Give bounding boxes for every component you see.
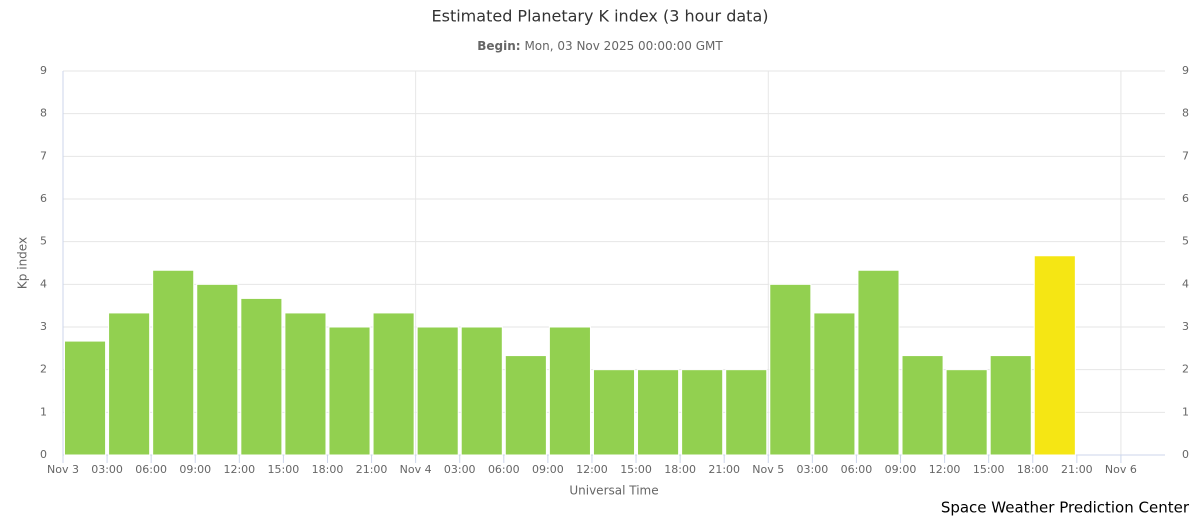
y-tick-label: 7: [40, 149, 47, 162]
bar: [460, 326, 503, 456]
y-axis-label: Kp index: [16, 237, 30, 289]
y-tick-label: 4: [40, 277, 47, 290]
x-tick-label: 12:00: [576, 463, 608, 476]
bar: [681, 369, 724, 456]
x-tick-label: Nov 4: [400, 463, 432, 476]
bar: [196, 283, 239, 456]
bar: [108, 312, 151, 456]
x-tick-label: 06:00: [135, 463, 167, 476]
bar: [64, 340, 107, 456]
x-tick-label: 03:00: [797, 463, 829, 476]
y2-tick-label: 1: [1182, 405, 1189, 418]
x-tick-label: 15:00: [973, 463, 1005, 476]
y2-tick-label: 3: [1182, 320, 1189, 333]
y-tick-label: 1: [40, 405, 47, 418]
y-tick-label: 8: [40, 107, 47, 120]
y2-tick-label: 0: [1182, 448, 1189, 461]
bar: [504, 355, 547, 456]
bar: [945, 369, 988, 456]
y2-tick-label: 6: [1182, 192, 1189, 205]
bar: [725, 369, 768, 456]
x-tick-label: 15:00: [268, 463, 300, 476]
bar: [372, 312, 415, 456]
x-tick-label: 03:00: [91, 463, 123, 476]
x-tick-label: 09:00: [179, 463, 211, 476]
x-tick-label: 18:00: [664, 463, 696, 476]
bar: [152, 269, 195, 456]
bar: [416, 326, 459, 456]
x-tick-label: 06:00: [841, 463, 873, 476]
y2-tick-label: 8: [1182, 107, 1189, 120]
x-tick-label: 15:00: [620, 463, 652, 476]
subtitle-text: Mon, 03 Nov 2025 00:00:00 GMT: [524, 39, 723, 53]
bar: [769, 283, 812, 456]
y2-tick-label: 2: [1182, 363, 1189, 376]
y2-tick-label: 5: [1182, 235, 1189, 248]
y-tick-label: 2: [40, 363, 47, 376]
x-tick-label: Nov 6: [1105, 463, 1137, 476]
y-tick-label: 0: [40, 448, 47, 461]
bar: [548, 326, 591, 456]
x-tick-label: Nov 5: [752, 463, 784, 476]
x-tick-label: 09:00: [532, 463, 564, 476]
x-axis-label: Universal Time: [569, 484, 658, 498]
bar: [240, 297, 283, 456]
x-tick-label: Nov 3: [47, 463, 79, 476]
x-tick-label: 18:00: [312, 463, 344, 476]
bar: [592, 369, 636, 456]
bar: [857, 269, 900, 456]
x-tick-label: 21:00: [708, 463, 740, 476]
bar: [328, 326, 371, 456]
subtitle-label: Begin:: [477, 39, 520, 53]
bar: [989, 355, 1032, 456]
x-tick-label: 21:00: [1061, 463, 1093, 476]
chart-title: Estimated Planetary K index (3 hour data…: [432, 7, 769, 26]
x-tick-label: 03:00: [444, 463, 476, 476]
y2-tick-label: 9: [1182, 64, 1189, 77]
bar: [813, 312, 856, 456]
x-tick-label: 12:00: [929, 463, 961, 476]
x-tick-label: 18:00: [1017, 463, 1049, 476]
y-tick-label: 9: [40, 64, 47, 77]
y-tick-label: 5: [40, 235, 47, 248]
x-tick-label: 21:00: [356, 463, 388, 476]
x-tick-label: 12:00: [223, 463, 255, 476]
y2-tick-label: 7: [1182, 149, 1189, 162]
credit: Space Weather Prediction Center: [941, 499, 1190, 517]
y2-tick-label: 4: [1182, 277, 1189, 290]
bar: [1033, 255, 1076, 456]
x-tick-label: 09:00: [885, 463, 917, 476]
y-tick-label: 6: [40, 192, 47, 205]
bar: [284, 312, 327, 456]
x-tick-label: 06:00: [488, 463, 520, 476]
y-tick-label: 3: [40, 320, 47, 333]
bar: [637, 369, 680, 456]
bar: [901, 355, 944, 456]
chart-subtitle: Begin: Mon, 03 Nov 2025 00:00:00 GMT: [477, 39, 723, 53]
